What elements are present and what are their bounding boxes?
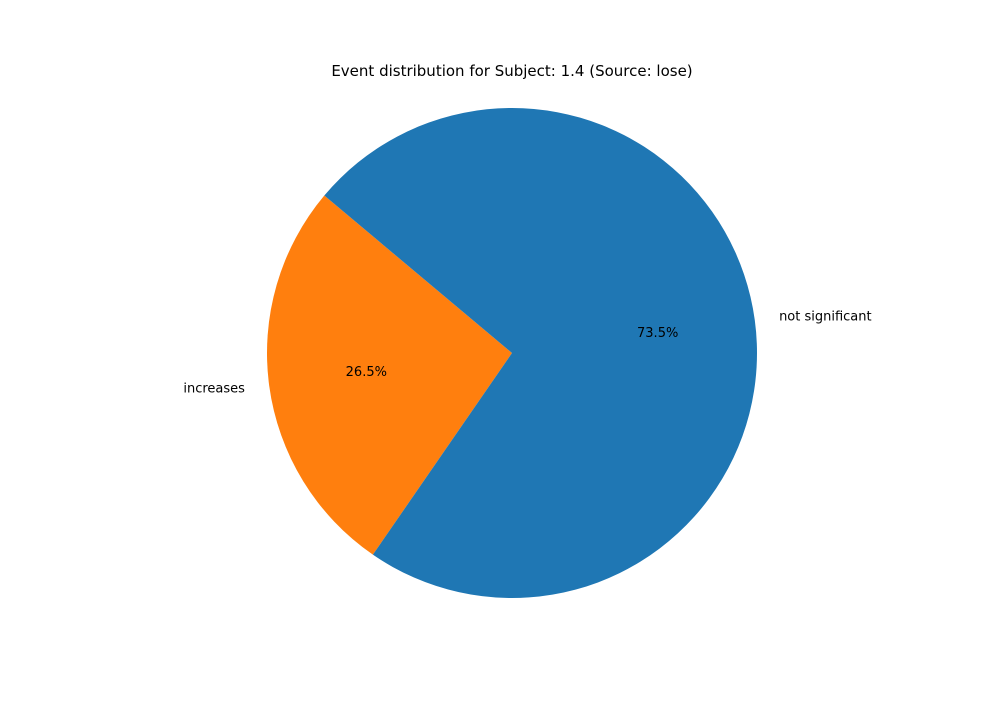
pie-labels: 26.5% increases 73.5% not significant (183, 309, 871, 396)
pie-slice-increases (267, 195, 512, 555)
pie-slice-not-significant (324, 107, 757, 598)
pct-label-not-significant: 73.5% (637, 326, 678, 341)
pct-label-increases: 26.5% (346, 365, 387, 380)
pie-slices (267, 107, 757, 598)
chart-title: Event distribution for Subject: 1.4 (Sou… (331, 62, 692, 80)
slice-label-increases: increases (183, 382, 245, 397)
slice-label-not-significant: not significant (779, 309, 872, 324)
